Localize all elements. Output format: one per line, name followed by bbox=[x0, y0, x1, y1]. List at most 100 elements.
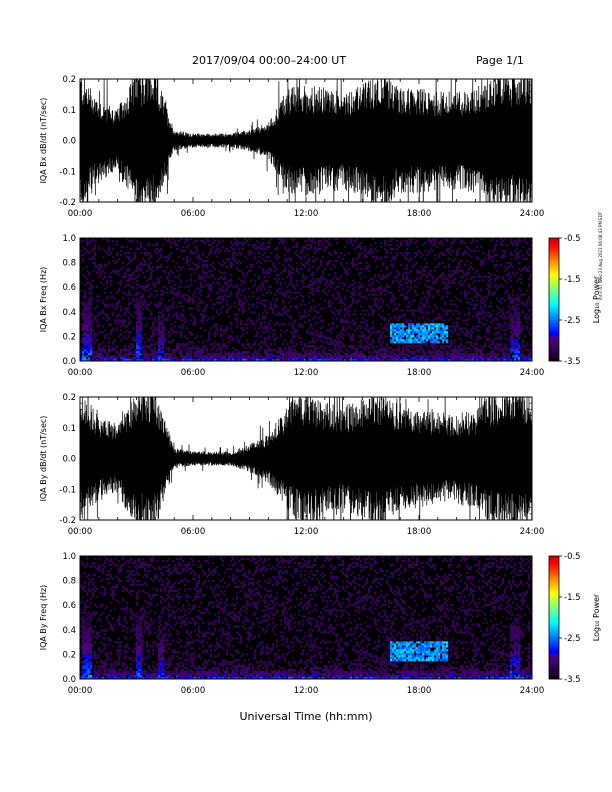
spectrogram-cell bbox=[404, 341, 407, 344]
spectrogram-cell bbox=[424, 351, 427, 354]
spectrogram-cell bbox=[448, 347, 451, 350]
spectrogram-cell bbox=[150, 293, 153, 296]
spectrogram-cell bbox=[488, 305, 491, 308]
spectrogram-cell bbox=[358, 353, 361, 356]
spectrogram-cell bbox=[118, 335, 121, 338]
spectrogram-cell bbox=[382, 355, 385, 358]
colorbar-tick-label: -1.5 bbox=[564, 275, 581, 285]
spectrogram-cell bbox=[448, 355, 451, 358]
spectrogram-cell bbox=[190, 277, 193, 280]
spectrogram-cell bbox=[412, 325, 415, 328]
spectrogram-cell bbox=[212, 343, 215, 346]
spectrogram-cell bbox=[420, 345, 423, 348]
spectrogram-cell bbox=[308, 353, 311, 356]
spectrogram-cell bbox=[288, 355, 291, 358]
spectrogram-cell bbox=[468, 331, 471, 334]
spectrogram-cell bbox=[206, 355, 209, 358]
spectrogram-cell bbox=[352, 291, 355, 294]
spectrogram-cell bbox=[134, 311, 137, 314]
spectrogram-image bbox=[80, 238, 533, 362]
spectrogram-cell bbox=[230, 359, 233, 362]
spectrogram-cell bbox=[512, 297, 515, 300]
spectrogram-cell bbox=[306, 329, 309, 332]
spectrogram-cell bbox=[168, 347, 171, 350]
spectrogram-cell bbox=[310, 349, 313, 352]
spectrogram-cell bbox=[158, 339, 161, 342]
spectrogram-cell bbox=[188, 263, 191, 267]
spectrogram-cell bbox=[400, 331, 403, 334]
spectrogram-cell bbox=[118, 355, 121, 358]
spectrogram-cell bbox=[404, 281, 407, 284]
spectrogram-cell bbox=[486, 353, 489, 356]
spectrogram-cell bbox=[352, 335, 355, 338]
spectrogram-cell bbox=[156, 303, 159, 306]
spectrogram-cell bbox=[220, 353, 223, 356]
spectrogram-cell bbox=[516, 357, 519, 360]
spectrogram-cell bbox=[390, 327, 393, 330]
spectrogram-cell bbox=[328, 337, 331, 340]
spectrogram-cell bbox=[160, 331, 163, 334]
spectrogram-cell bbox=[424, 359, 427, 362]
spectrogram-cell bbox=[446, 339, 449, 342]
spectrogram-cell bbox=[142, 345, 145, 348]
spectrogram-cell bbox=[500, 297, 503, 300]
spectrogram-cell bbox=[426, 357, 429, 360]
spectrogram-cell bbox=[236, 353, 239, 356]
spectrogram-cell bbox=[174, 313, 177, 316]
spectrogram-cell bbox=[228, 335, 231, 338]
spectrogram-cell bbox=[506, 291, 509, 294]
spectrogram-cell bbox=[392, 295, 395, 298]
spectrogram-cell bbox=[164, 255, 167, 259]
spectrogram-cell bbox=[234, 353, 237, 356]
spectrogram-cell bbox=[98, 311, 101, 314]
spectrogram-cell bbox=[170, 359, 173, 362]
spectrogram-cell bbox=[408, 339, 411, 342]
spectrogram-cell bbox=[510, 313, 513, 316]
spectrogram-cell bbox=[182, 313, 185, 316]
spectrogram-cell bbox=[136, 239, 139, 243]
spectrogram-cell bbox=[476, 293, 479, 296]
colorbar-step bbox=[549, 250, 559, 253]
spectrogram-cell bbox=[102, 269, 105, 272]
spectrogram-cell bbox=[324, 337, 327, 340]
spectrogram-cell bbox=[474, 289, 477, 292]
spectrogram-cell bbox=[350, 357, 353, 360]
spectrogram-cell bbox=[322, 273, 325, 276]
spectrogram-cell bbox=[426, 275, 429, 278]
spectrogram-cell bbox=[200, 335, 203, 338]
spectrogram-cell bbox=[198, 255, 201, 259]
spectrogram-cell bbox=[166, 307, 169, 310]
spectrogram-cell bbox=[476, 357, 479, 360]
spectrogram-cell bbox=[478, 293, 481, 296]
spectrogram-cell bbox=[304, 309, 307, 312]
spectrogram-cell bbox=[296, 291, 299, 294]
spectrogram-cell bbox=[428, 327, 431, 330]
spectrogram-cell bbox=[244, 275, 247, 278]
spectrogram-cell bbox=[326, 261, 329, 265]
spectrogram-cell bbox=[270, 355, 273, 358]
spectrogram-cell bbox=[94, 243, 97, 247]
spectrogram-cell bbox=[280, 357, 283, 360]
spectrogram-cell bbox=[418, 325, 421, 328]
spectrogram-cell bbox=[232, 351, 235, 354]
spectrogram-cell bbox=[488, 251, 491, 255]
spectrogram-cell bbox=[418, 281, 421, 284]
spectrogram-cell bbox=[440, 329, 443, 332]
spectrogram-cell bbox=[378, 307, 381, 310]
spectrogram-cell bbox=[420, 311, 423, 314]
spectrogram-cell bbox=[516, 251, 519, 255]
spectrogram-cell bbox=[236, 239, 239, 243]
spectrogram-cell bbox=[292, 357, 295, 360]
spectrogram-cell bbox=[146, 359, 149, 362]
spectrogram-cell bbox=[198, 349, 201, 352]
spectrogram-cell bbox=[118, 321, 121, 324]
spectrogram-cell bbox=[510, 301, 513, 304]
spectrogram-cell bbox=[326, 245, 329, 249]
spectrogram-cell bbox=[250, 347, 253, 350]
spectrogram-cell bbox=[242, 343, 245, 346]
spectrogram-cell bbox=[140, 245, 143, 249]
spectrogram-cell bbox=[142, 353, 145, 356]
spectrogram-cell bbox=[128, 303, 131, 306]
spectrogram-cell bbox=[290, 238, 293, 241]
spectrogram-cell bbox=[330, 301, 333, 304]
